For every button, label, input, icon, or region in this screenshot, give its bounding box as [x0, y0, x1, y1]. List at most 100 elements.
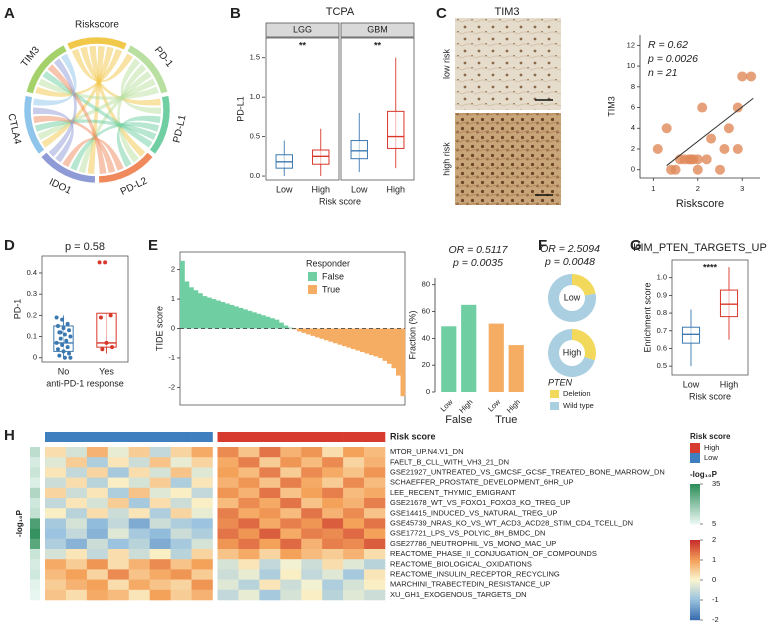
- legend-title: PTEN: [548, 377, 573, 387]
- waterfall-bar: [337, 328, 343, 345]
- y-tick-label: 0.0: [250, 171, 260, 180]
- legend-gradient: [690, 520, 700, 523]
- heatmap-cell: [149, 538, 171, 550]
- waterfall-bar: [328, 328, 334, 342]
- data-point: [64, 338, 69, 343]
- x-tick-label: No: [58, 366, 70, 376]
- row-label: FAELT_B_CLL_WITH_VH3_21_DN: [390, 457, 509, 466]
- heatmap-cell: [343, 477, 365, 489]
- stat-text: n = 21: [648, 67, 678, 79]
- heatmap-cell: [238, 518, 260, 529]
- data-point: [57, 353, 62, 358]
- data-point: [110, 345, 115, 350]
- heatmap-cell: [170, 579, 192, 591]
- heatmap-cell: [238, 447, 260, 458]
- x-tick-label: 1: [651, 184, 655, 193]
- heatmap-cell: [107, 579, 130, 591]
- waterfall-bar: [369, 328, 374, 355]
- chord-sector: [149, 95, 171, 155]
- data-point: [68, 355, 73, 360]
- heatmap-cell: [128, 549, 150, 560]
- facet-label: GBM: [367, 24, 388, 34]
- heatmap-cell: [45, 528, 67, 540]
- chord-ribbon: [35, 48, 123, 97]
- waterfall-bar: [225, 303, 230, 329]
- row-label: SCHAEFFER_PROSTATE_DEVELOPMENT_6HR_UP: [390, 478, 574, 487]
- legend-gradient: [690, 502, 700, 505]
- heatmap-cell: [107, 508, 130, 519]
- heatmap-cell: [107, 549, 130, 560]
- legend-gradient: [690, 510, 700, 513]
- legend-swatch: [690, 443, 700, 453]
- waterfall-bar: [180, 260, 185, 329]
- colorbar-gradient: [690, 602, 700, 605]
- panel-letter: G: [630, 237, 642, 254]
- heatmap-cell: [343, 559, 365, 570]
- data-point: [67, 328, 72, 333]
- waterfall-bar: [387, 328, 392, 364]
- data-point: [104, 340, 109, 345]
- bar: [461, 304, 477, 392]
- heatmap-cell: [259, 477, 281, 489]
- heatmap-cell: [280, 559, 302, 570]
- colorbar-gradient: [690, 616, 700, 619]
- chart-title: TIM3: [494, 6, 519, 18]
- y-tick-label: 6: [631, 103, 635, 112]
- heatmap-cell: [65, 569, 88, 580]
- facet-strip: [340, 22, 415, 38]
- heatmap-cell: [170, 589, 192, 601]
- heatmap-cell: [128, 559, 150, 570]
- x-tick-label: Yes: [99, 366, 114, 376]
- colorbar-tick-label: 2: [712, 535, 716, 544]
- scatter-point: [719, 143, 730, 154]
- heatmap-cell: [170, 559, 192, 570]
- chord-sector: [40, 152, 96, 184]
- pvalue-cell: [30, 589, 40, 601]
- heatmap-cell: [217, 528, 239, 540]
- colorbar-gradient: [690, 586, 700, 589]
- heatmap-cell: [170, 508, 192, 519]
- colorbar-gradient: [690, 580, 700, 583]
- heatmap-cell: [238, 538, 260, 550]
- heatmap-cell: [45, 467, 67, 478]
- heatmap-cell: [170, 518, 192, 529]
- colorbar-gradient: [690, 608, 700, 611]
- annotation-cell: [322, 432, 344, 442]
- x-tick-label: 3: [740, 184, 744, 193]
- legend-swatch: [308, 285, 317, 294]
- chord-sector: [66, 36, 128, 51]
- chord-ribbon: [116, 115, 161, 168]
- colorbar-gradient: [690, 542, 700, 545]
- legend-gradient: [690, 500, 700, 503]
- heatmap-cell: [107, 559, 130, 570]
- colorbar-gradient: [690, 554, 700, 557]
- scatter-point: [661, 123, 672, 134]
- legend-swatch: [308, 272, 317, 281]
- colorbar-tick-label: 1: [712, 555, 716, 564]
- image-label: high risk: [441, 142, 451, 176]
- data-point: [60, 317, 65, 322]
- heatmap-cell: [65, 487, 88, 499]
- waterfall-bar: [355, 328, 361, 351]
- data-point: [103, 260, 108, 265]
- pvalue-cell: [30, 467, 40, 478]
- y-tick-label: -2: [168, 382, 175, 391]
- waterfall-bar: [193, 290, 199, 329]
- heatmap-cell: [191, 477, 213, 489]
- y-tick-label: 1: [171, 294, 175, 303]
- box: [681, 326, 701, 344]
- heatmap-cell: [170, 477, 192, 489]
- pvalue-cell: [30, 559, 40, 570]
- heatmap-cell: [217, 538, 239, 550]
- heatmap-cell: [170, 467, 192, 478]
- y-tick-label: 2: [171, 265, 175, 274]
- annotation-cell: [86, 432, 109, 442]
- heatmap-cell: [149, 498, 171, 509]
- chord-sector: [25, 44, 68, 94]
- fit-line: [666, 97, 754, 166]
- scatter-point: [692, 154, 703, 165]
- row-label: MARCHINI_TRABECTEDIN_RESISTANCE_UP: [390, 580, 550, 589]
- heatmap-cell: [301, 559, 323, 570]
- x-tick-label: Low: [683, 379, 700, 389]
- group-label: False: [445, 414, 472, 426]
